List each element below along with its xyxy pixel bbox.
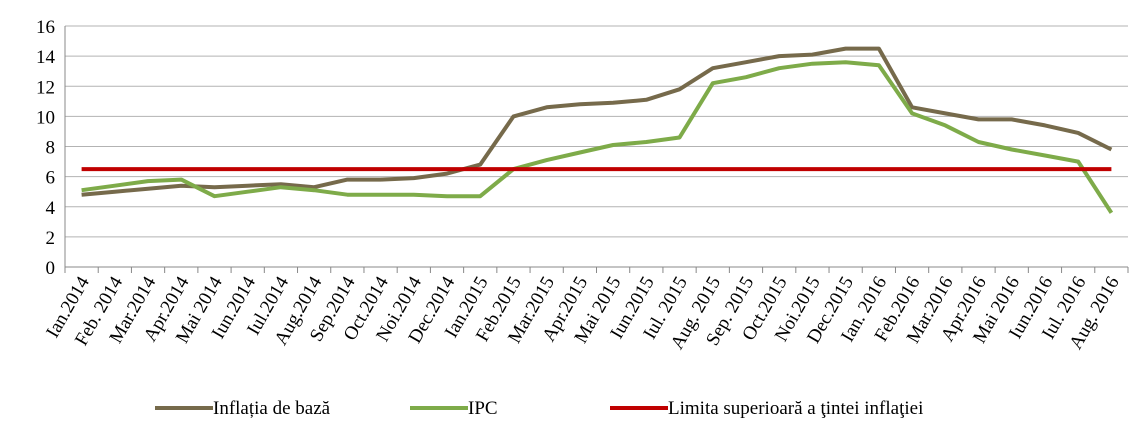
y-tick-label: 8: [46, 138, 56, 159]
series-line: [81, 60, 1114, 214]
y-tick-label: 16: [36, 17, 55, 38]
y-tick-label: 6: [46, 168, 56, 189]
legend-label: Inflația de bază: [213, 398, 331, 419]
y-tick-label: 10: [36, 107, 55, 128]
series-line: [81, 46, 1113, 197]
y-tick-label: 12: [36, 77, 55, 98]
y-tick-label: 4: [46, 198, 56, 219]
y-tick-label: 0: [46, 258, 56, 279]
y-tick-label: 2: [46, 228, 56, 249]
legend-label: Limita superioară a ţintei inflaţiei: [668, 398, 923, 419]
y-tick-label: 14: [36, 47, 56, 68]
legend-label: IPC: [468, 398, 498, 419]
